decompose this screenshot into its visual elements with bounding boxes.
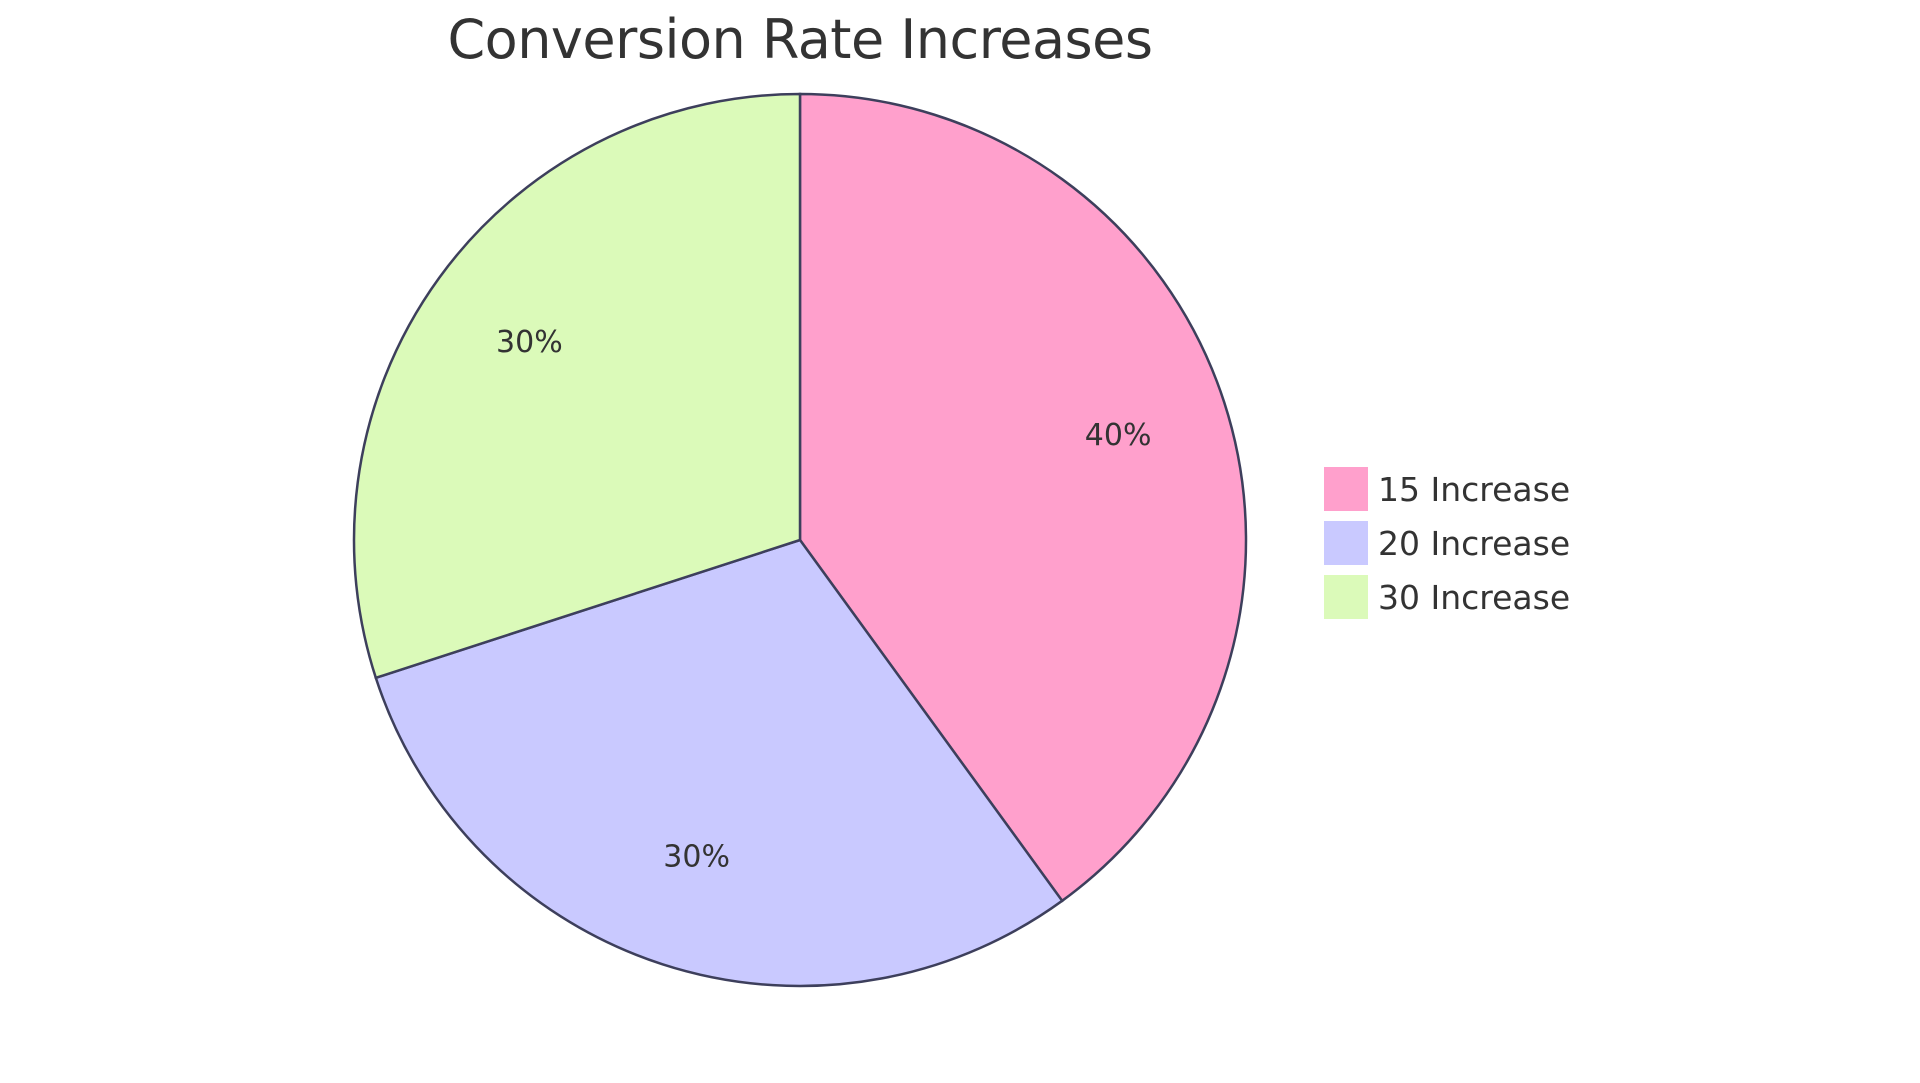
pie-slice xyxy=(798,92,1248,903)
legend-item: 30 Increase xyxy=(1324,570,1570,624)
legend-swatch-icon xyxy=(1324,575,1368,619)
legend-item: 20 Increase xyxy=(1324,516,1570,570)
legend-swatch-icon xyxy=(1324,521,1368,565)
slice-percent-label: 30% xyxy=(496,325,563,360)
legend-item: 15 Increase xyxy=(1324,462,1570,516)
legend-swatch-icon xyxy=(1324,467,1368,511)
legend-label: 15 Increase xyxy=(1378,469,1571,509)
slice-percent-label: 30% xyxy=(663,840,730,875)
pie-slice xyxy=(374,538,1064,988)
chart-title: Conversion Rate Increases xyxy=(447,8,1153,71)
legend-label: 30 Increase xyxy=(1378,577,1571,617)
slice-percent-label: 40% xyxy=(1085,418,1152,453)
pie-slice xyxy=(352,92,802,680)
legend: 15 Increase 20 Increase 30 Increase xyxy=(1324,462,1570,624)
legend-label: 20 Increase xyxy=(1378,523,1571,563)
